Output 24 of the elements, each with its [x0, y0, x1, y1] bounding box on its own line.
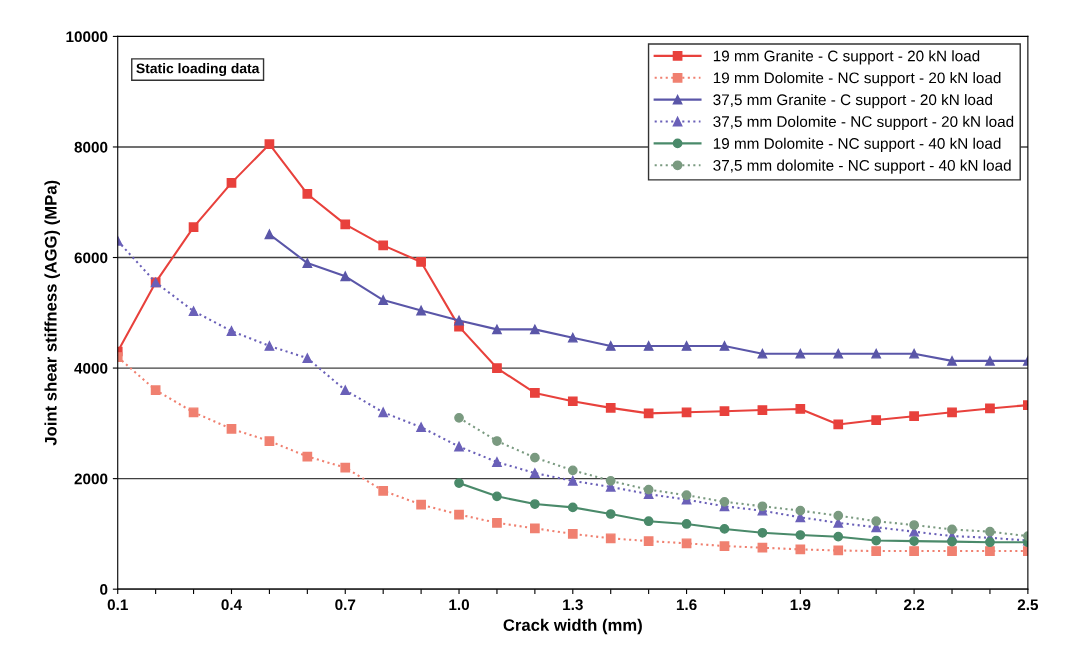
x-tick-label: 1.3	[563, 599, 583, 611]
x-tick-label: 1.6	[676, 599, 697, 611]
x-tick-label: 0.7	[335, 599, 356, 611]
legend-label: 37,5 mm dolomite - NC support - 40 kN load	[713, 159, 1011, 174]
y-tick-label: 0	[100, 584, 108, 595]
legend-label: 19 mm Granite - C support - 20 kN load	[713, 50, 980, 65]
y-tick-label: 6000	[74, 252, 108, 264]
x-tick-label: 1.9	[790, 599, 811, 611]
x-tick-label: 0.4	[221, 599, 243, 611]
x-tick-label: 1.0	[449, 599, 470, 611]
legend-label: 37,5 mm Granite - C support - 20 kN load	[713, 93, 992, 109]
x-axis-title: Crack width (mm)	[503, 618, 642, 635]
legend-label: 37,5 mm Dolomite - NC support - 20 kN load	[713, 115, 1014, 131]
x-tick-label: 2.5	[1017, 599, 1039, 611]
legend-label: 19 mm Dolomite - NC support - 40 kN load	[713, 137, 1001, 152]
y-axis-title: Joint shear stiffness (AGG) (MPa)	[44, 180, 60, 446]
x-tick-label: 0.1	[107, 599, 128, 611]
x-tick-label: 2.2	[904, 599, 925, 610]
annotation: Static loading data	[136, 63, 260, 77]
y-tick-label: 10000	[66, 31, 108, 43]
y-tick-label: 2000	[74, 473, 108, 485]
y-tick-label: 8000	[74, 141, 108, 153]
legend-label: 19 mm Dolomite - NC support - 20 kN load	[713, 72, 1001, 87]
y-tick-label: 4000	[74, 362, 108, 374]
